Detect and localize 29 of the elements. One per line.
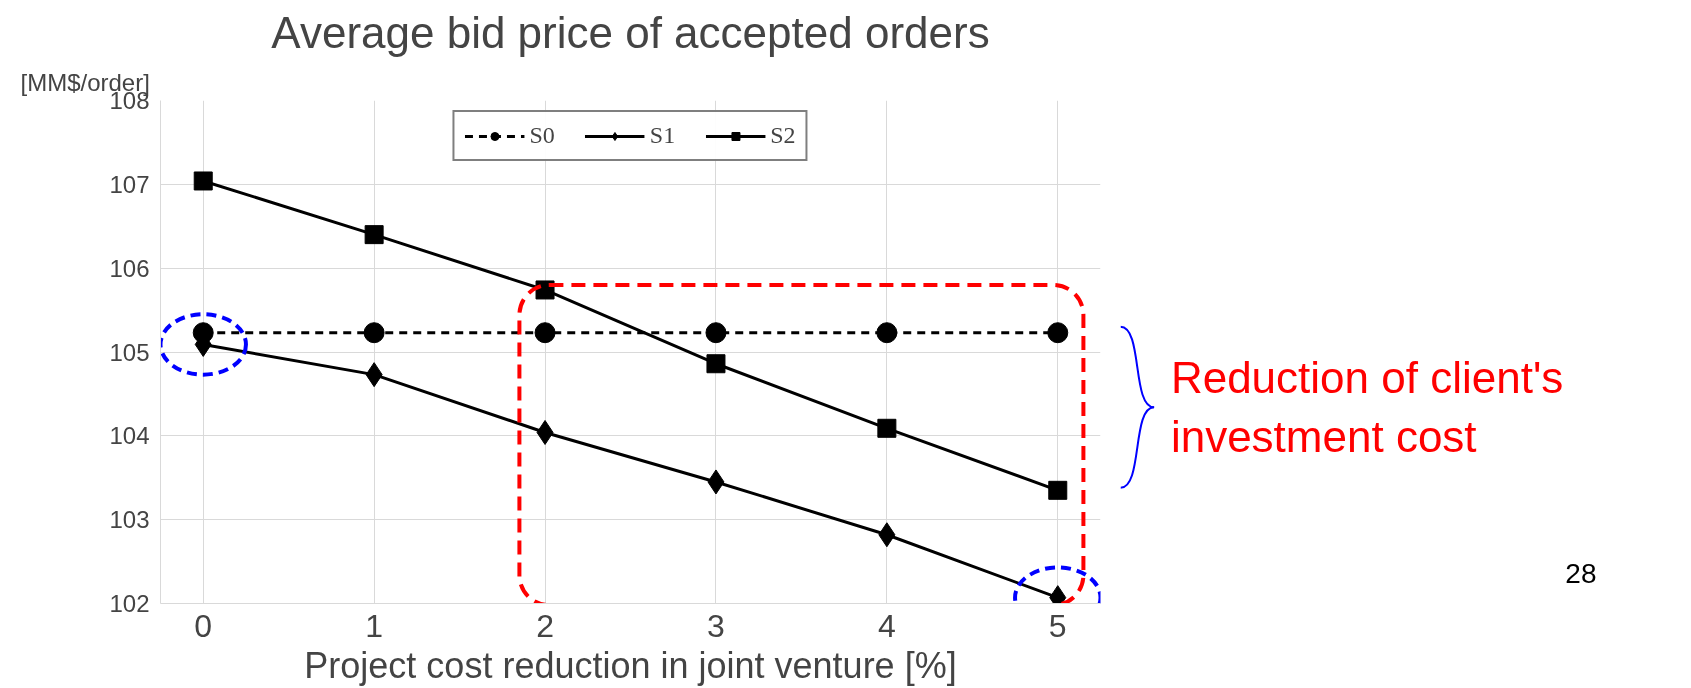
text: 28 [1565, 558, 1597, 590]
y-tick-label: 102 [109, 590, 150, 617]
point [877, 418, 897, 438]
legend-label: S2 [770, 122, 796, 149]
chart-title: Average bid price of accepted orders [271, 7, 990, 57]
x-axis-title: Project cost reduction in joint venture [%] [304, 644, 957, 686]
x-tick-label: 2 [536, 607, 554, 644]
point [706, 354, 726, 374]
text: Reduction of client's investment cost [1170, 353, 1564, 462]
y-tick-label: 106 [109, 254, 150, 282]
legend-label: S1 [649, 122, 676, 149]
y-tick-label: 104 [109, 422, 150, 450]
x-tick-label: 0 [194, 607, 213, 644]
point [364, 225, 384, 245]
x-tick-label: 4 [877, 607, 896, 644]
point [1047, 322, 1069, 344]
y-tick-label: 107 [109, 170, 150, 198]
point [705, 322, 727, 344]
point [534, 322, 556, 344]
point [1048, 480, 1068, 500]
y-tick-label: 103 [109, 506, 150, 534]
point [193, 171, 213, 191]
x-tick-label: 3 [707, 607, 725, 644]
x-tick-label: 5 [1048, 607, 1067, 644]
point [363, 322, 385, 344]
legend-label: S0 [529, 122, 555, 149]
point [876, 322, 898, 344]
x-tick-label: 1 [365, 607, 384, 644]
y-tick-label: 105 [109, 338, 150, 366]
